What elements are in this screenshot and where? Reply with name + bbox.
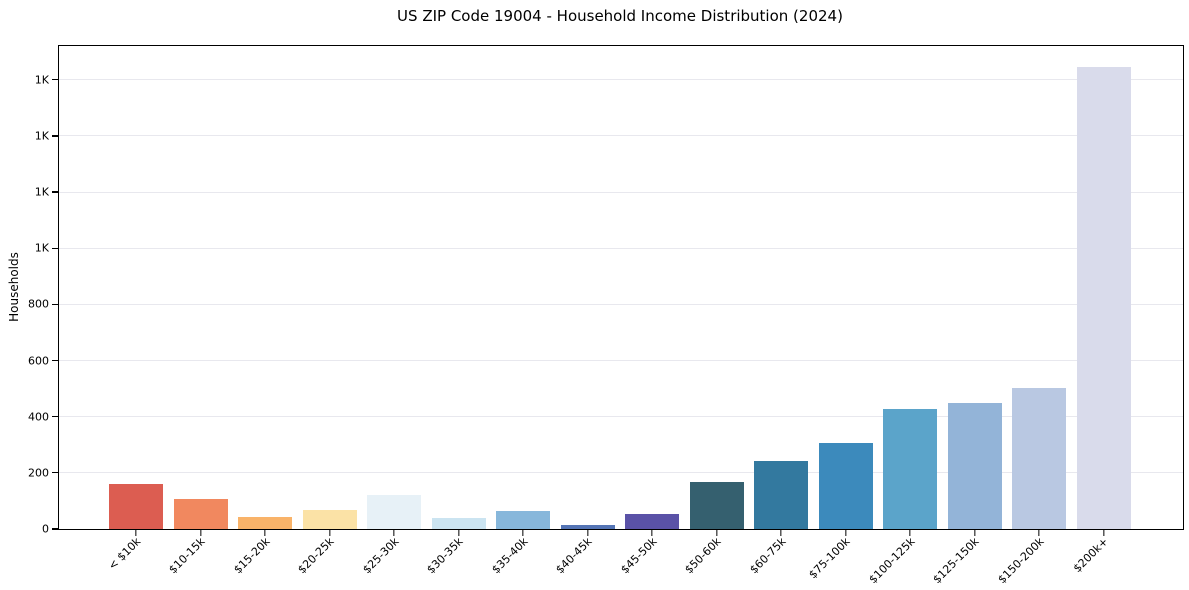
x-tick-label: < $10k	[105, 535, 144, 573]
x-tick-mark	[522, 529, 524, 536]
y-tick-label: 1K	[34, 129, 49, 143]
x-tick-mark	[909, 529, 911, 536]
x-tick-mark	[264, 529, 266, 536]
y-tick-mark	[52, 303, 59, 305]
gridline	[59, 135, 1183, 137]
y-tick-mark	[52, 247, 59, 249]
x-tick-label: $200k+	[1070, 535, 1111, 576]
gridline	[59, 79, 1183, 81]
y-tick-label: 600	[28, 354, 49, 367]
y-tick-label: 1K	[34, 73, 49, 87]
x-tick-mark	[586, 529, 589, 536]
x-tick-label: $45-50k	[617, 535, 660, 577]
bar	[173, 499, 228, 529]
x-tick-mark	[973, 529, 976, 536]
y-tick-label: 1K	[34, 241, 49, 255]
plot-area: 0 200 400 600 800 1K 1K 1K 1K < $10k $10-15k $15-20…	[28, 45, 1184, 586]
y-tick-label: 1K	[34, 185, 49, 199]
x-tick-label: $35-40k	[488, 535, 531, 577]
x-tick-mark	[393, 529, 395, 536]
gridline	[59, 247, 1183, 249]
y-tick-mark	[52, 79, 59, 81]
x-tick-label: $150-200k	[995, 535, 1047, 587]
x-tick-label: $10-15k	[166, 535, 208, 577]
x-tick-mark	[457, 529, 460, 536]
x-tick-mark	[651, 529, 653, 536]
x-tick-label: $20-25k	[295, 535, 337, 577]
y-tick-mark	[52, 135, 59, 137]
bar	[689, 482, 744, 529]
bar	[496, 511, 550, 529]
x-tick-label: $40-45k	[553, 535, 595, 577]
y-tick-label: 800	[28, 297, 49, 311]
bar	[1076, 67, 1131, 529]
y-tick-mark	[52, 472, 59, 474]
y-tick-label: 400	[28, 410, 49, 424]
y-axis-label: Households	[7, 252, 21, 322]
y-tick-mark	[52, 528, 59, 530]
y-tick-mark	[52, 416, 59, 418]
x-tick-label: $125-150k	[930, 535, 982, 587]
bar	[302, 510, 357, 529]
x-tick-mark	[199, 529, 202, 536]
x-tick-mark	[1038, 529, 1040, 536]
bar	[238, 516, 292, 529]
x-tick-label: $50-60k	[682, 535, 724, 577]
gridline	[59, 303, 1183, 305]
x-tick-mark	[780, 529, 782, 536]
chart-title: US ZIP Code 19004 - Household Income Dis…	[397, 7, 843, 25]
gridline	[59, 416, 1183, 418]
x-tick-label: $100-125k	[866, 535, 918, 587]
y-tick-label: 200	[28, 466, 49, 480]
bar	[367, 495, 421, 529]
bar	[1012, 388, 1066, 529]
bar	[625, 514, 679, 529]
x-tick-label: $60-75k	[746, 535, 789, 577]
bar	[754, 460, 808, 529]
x-tick-label: $15-20k	[230, 535, 273, 577]
x-tick-label: $75-100k	[806, 535, 853, 582]
bar	[560, 525, 615, 529]
gridline	[59, 191, 1183, 193]
x-tick-mark	[844, 529, 847, 536]
bar	[431, 518, 486, 529]
y-tick-mark	[52, 359, 59, 362]
bar	[883, 409, 937, 529]
gridline	[59, 360, 1183, 361]
x-tick-mark	[1102, 529, 1105, 536]
bar	[818, 442, 873, 529]
x-tick-label: $25-30k	[359, 535, 402, 577]
x-tick-mark	[715, 529, 718, 536]
x-tick-mark	[135, 529, 137, 536]
y-tick-mark	[52, 191, 59, 193]
x-tick-label: $30-35k	[424, 535, 466, 577]
gridline	[59, 472, 1183, 474]
bar	[947, 403, 1002, 529]
x-tick-mark	[328, 529, 331, 536]
y-tick-label: 0	[42, 522, 49, 536]
bar	[109, 483, 163, 529]
